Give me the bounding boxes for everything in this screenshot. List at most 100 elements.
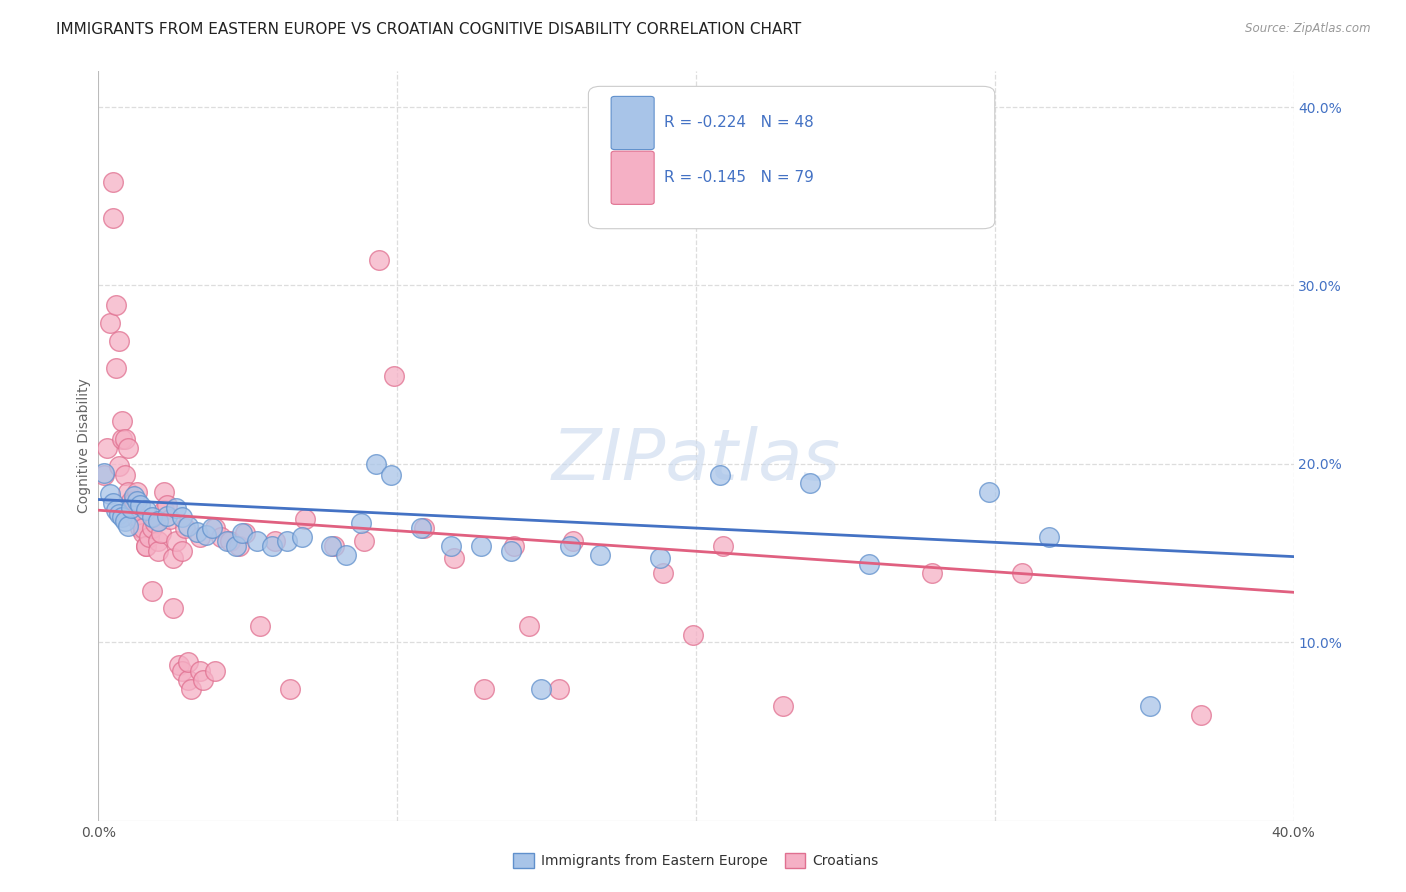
Point <box>127 494 149 508</box>
Point <box>129 498 152 512</box>
Point <box>117 519 139 533</box>
Point <box>135 539 157 553</box>
Point <box>108 507 131 521</box>
Point <box>470 539 492 553</box>
Point <box>127 512 149 526</box>
Text: R = -0.145   N = 79: R = -0.145 N = 79 <box>664 170 814 186</box>
Point <box>562 533 585 548</box>
Point <box>228 539 250 553</box>
Point <box>321 539 343 553</box>
FancyBboxPatch shape <box>612 151 654 204</box>
Point <box>177 519 200 533</box>
Point <box>366 457 388 471</box>
Point <box>440 539 463 553</box>
Point <box>156 508 179 523</box>
Point <box>120 503 142 517</box>
Point <box>1038 530 1060 544</box>
Point <box>141 583 163 598</box>
Point <box>209 530 232 544</box>
FancyBboxPatch shape <box>612 96 654 150</box>
Point <box>709 467 731 482</box>
Point <box>547 681 569 696</box>
Point <box>103 496 125 510</box>
Point <box>105 360 128 375</box>
Point <box>353 533 375 548</box>
Point <box>111 510 134 524</box>
Point <box>135 503 157 517</box>
Point <box>114 514 136 528</box>
Point <box>472 681 495 696</box>
Point <box>143 516 166 530</box>
Point <box>135 539 157 553</box>
Point <box>120 501 142 516</box>
Point <box>132 521 155 535</box>
Point <box>225 539 247 553</box>
Point <box>117 485 139 500</box>
Point <box>162 601 184 615</box>
Point <box>249 619 271 633</box>
Text: IMMIGRANTS FROM EASTERN EUROPE VS CROATIAN COGNITIVE DISABILITY CORRELATION CHAR: IMMIGRANTS FROM EASTERN EUROPE VS CROATI… <box>56 22 801 37</box>
Point <box>1189 708 1212 723</box>
Point <box>141 510 163 524</box>
Point <box>413 521 436 535</box>
Text: Source: ZipAtlas.com: Source: ZipAtlas.com <box>1246 22 1371 36</box>
Point <box>98 487 122 501</box>
Point <box>260 539 283 553</box>
Point <box>682 628 704 642</box>
Point <box>335 548 357 562</box>
Point <box>191 673 214 687</box>
FancyBboxPatch shape <box>589 87 995 228</box>
Point <box>977 485 1000 500</box>
Point <box>652 566 675 580</box>
Point <box>858 557 880 571</box>
Point <box>368 253 391 268</box>
Point <box>589 548 612 562</box>
Point <box>246 533 269 548</box>
Point <box>93 467 115 482</box>
Point <box>103 175 125 189</box>
Point <box>186 524 208 539</box>
Point <box>111 432 134 446</box>
Point <box>159 512 181 526</box>
Point <box>127 485 149 500</box>
Point <box>291 530 314 544</box>
Point <box>443 551 465 566</box>
Text: ZIPatlas: ZIPatlas <box>551 426 841 495</box>
Point <box>108 334 131 348</box>
Point <box>350 516 373 530</box>
Point <box>150 526 173 541</box>
Point <box>204 521 226 535</box>
Point <box>114 467 136 482</box>
Point <box>108 458 131 473</box>
Point <box>148 544 170 558</box>
Point <box>98 316 122 330</box>
Text: R = -0.224   N = 48: R = -0.224 N = 48 <box>664 115 814 130</box>
Point <box>502 539 524 553</box>
Point <box>380 467 402 482</box>
Point <box>103 211 125 225</box>
Point <box>201 521 224 535</box>
Point <box>148 514 170 528</box>
Point <box>129 521 152 535</box>
Point <box>921 566 943 580</box>
Point <box>153 485 176 500</box>
Point <box>165 533 187 548</box>
Point <box>172 544 194 558</box>
Point <box>1139 699 1161 714</box>
Point <box>105 298 128 312</box>
Point <box>177 655 200 669</box>
Point <box>799 476 821 491</box>
Point <box>650 551 672 566</box>
Point <box>180 681 202 696</box>
Point <box>215 533 238 548</box>
Point <box>105 503 128 517</box>
Point <box>93 466 115 480</box>
Point <box>204 664 226 678</box>
Point <box>132 526 155 541</box>
Point <box>711 539 734 553</box>
Point <box>120 494 142 508</box>
Point <box>124 489 146 503</box>
Point <box>174 521 197 535</box>
Legend: Immigrants from Eastern Europe, Croatians: Immigrants from Eastern Europe, Croatian… <box>508 847 884 873</box>
Point <box>323 539 346 553</box>
